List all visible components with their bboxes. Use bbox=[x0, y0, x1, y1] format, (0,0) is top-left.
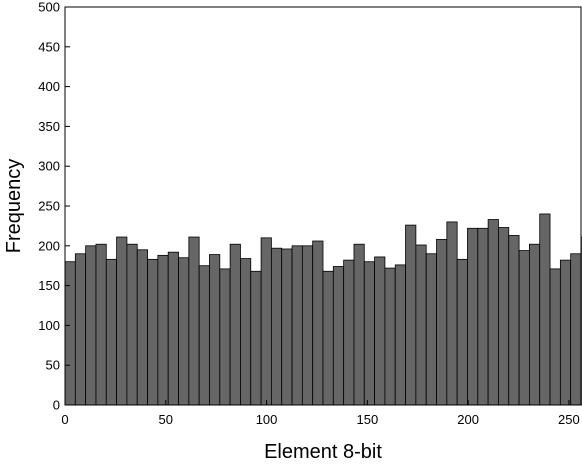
histogram-bar bbox=[332, 266, 345, 406]
histogram-bar bbox=[384, 267, 396, 406]
histogram-bar bbox=[188, 236, 200, 406]
histogram-bar bbox=[250, 270, 262, 406]
histogram-bar bbox=[126, 243, 138, 406]
histogram-bar bbox=[136, 249, 148, 406]
histogram-bar bbox=[570, 253, 582, 406]
histogram-bar bbox=[415, 244, 427, 406]
y-tick-label: 250 bbox=[38, 199, 60, 214]
histogram-bar bbox=[167, 251, 179, 406]
histogram-bar bbox=[343, 259, 355, 406]
histogram-bar bbox=[425, 253, 437, 406]
histogram-bar bbox=[270, 247, 283, 406]
histogram-bar bbox=[198, 265, 210, 406]
histogram-bar bbox=[487, 219, 499, 406]
histogram-bar bbox=[105, 258, 117, 406]
histogram-bar bbox=[405, 224, 417, 406]
histogram-bar bbox=[219, 268, 231, 406]
histogram-bar bbox=[116, 236, 128, 406]
y-tick-label: 500 bbox=[38, 0, 60, 15]
histogram-bar bbox=[446, 221, 458, 406]
y-tick-label: 200 bbox=[38, 238, 60, 253]
histogram-bar bbox=[157, 254, 169, 406]
x-tick-label: 0 bbox=[61, 412, 68, 427]
histogram-bar bbox=[147, 258, 159, 406]
y-tick-label: 150 bbox=[38, 278, 60, 293]
x-tick-label: 50 bbox=[159, 412, 173, 427]
histogram-bar bbox=[74, 253, 87, 406]
histogram-bar bbox=[498, 227, 510, 406]
histogram-bar bbox=[229, 243, 241, 406]
y-tick-label: 300 bbox=[38, 159, 60, 174]
histogram-bar bbox=[394, 264, 406, 406]
x-axis-label: Element 8-bit bbox=[264, 441, 382, 463]
histogram-bar bbox=[178, 257, 190, 406]
histogram-bar bbox=[518, 250, 530, 406]
histogram-bar bbox=[477, 227, 489, 406]
x-axis: 0 50 100 150 200 250 bbox=[61, 400, 580, 427]
histogram-bar bbox=[85, 245, 97, 406]
x-tick-label: 150 bbox=[356, 412, 378, 427]
histogram-bar bbox=[508, 235, 520, 406]
histogram-bar bbox=[456, 258, 468, 406]
y-tick-label: 400 bbox=[38, 79, 60, 94]
histogram-bar bbox=[281, 248, 293, 406]
x-tick-label: 200 bbox=[457, 412, 479, 427]
histogram-bar bbox=[467, 227, 479, 406]
histogram-bar bbox=[301, 245, 314, 406]
histogram-bar bbox=[64, 261, 76, 406]
histogram-bar bbox=[549, 268, 561, 406]
y-axis-label: Frequency bbox=[3, 159, 25, 254]
histogram-bar bbox=[209, 254, 221, 406]
histogram-bar bbox=[322, 270, 334, 406]
histogram-bar bbox=[95, 243, 107, 406]
histogram-bar bbox=[363, 261, 375, 406]
y-tick-label: 50 bbox=[46, 358, 60, 373]
x-tick-label: 250 bbox=[558, 412, 580, 427]
histogram-bar bbox=[240, 258, 252, 406]
histogram-bar bbox=[374, 256, 386, 406]
histogram-bar bbox=[559, 259, 572, 406]
histogram-bar bbox=[312, 240, 324, 406]
y-tick-label: 100 bbox=[38, 318, 60, 333]
histogram-bar bbox=[291, 245, 303, 406]
bars-group bbox=[64, 213, 582, 406]
histogram-bar bbox=[436, 239, 448, 406]
histogram-bar bbox=[353, 243, 365, 406]
y-tick-label: 0 bbox=[53, 398, 60, 413]
y-axis: 0 50 100 150 200 250 300 350 400 450 500 bbox=[38, 0, 70, 413]
y-tick-label: 350 bbox=[38, 119, 60, 134]
x-tick-label: 100 bbox=[256, 412, 278, 427]
histogram-bar bbox=[529, 243, 541, 406]
y-tick-label: 450 bbox=[38, 39, 60, 54]
histogram-bar bbox=[539, 213, 551, 406]
histogram-bar bbox=[260, 237, 272, 406]
